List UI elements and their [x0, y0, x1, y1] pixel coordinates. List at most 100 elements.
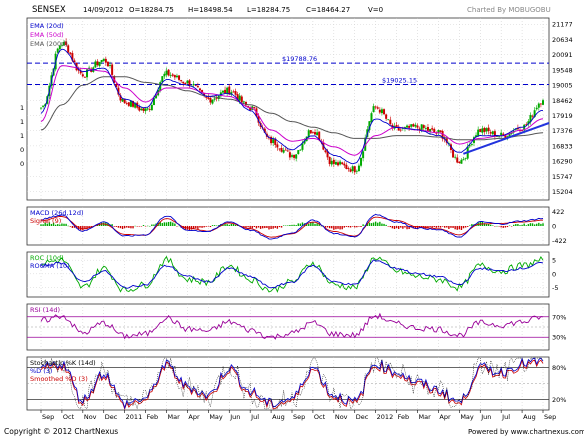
price-candle-body — [387, 119, 390, 121]
macd-histogram-bar — [232, 223, 235, 226]
x-tick-label: Apr — [439, 413, 451, 421]
macd-histogram-bar — [485, 223, 488, 226]
price-candle-body — [253, 107, 256, 108]
rsi-legend-item: RSI (14d) — [30, 306, 60, 314]
macd-histogram-bar — [452, 226, 454, 228]
macd-histogram-bar — [498, 226, 500, 227]
macd-histogram-bar — [487, 223, 490, 226]
macd-histogram-bar — [266, 226, 268, 228]
roc-y-tick: -5 — [552, 284, 558, 292]
macd-histogram-bar — [372, 222, 375, 226]
macd-histogram-bar — [462, 226, 465, 229]
price-candle-body — [510, 133, 513, 135]
price-candle-body — [215, 97, 218, 99]
price-candle-body — [301, 143, 304, 150]
price-candle-body — [464, 157, 467, 159]
macd-histogram-bar — [46, 223, 48, 226]
macd-histogram-bar — [527, 224, 530, 226]
price-candle-body — [383, 109, 386, 115]
macd-histogram-bar — [65, 223, 67, 226]
macd-histogram-bar — [328, 226, 331, 229]
price-candle-body — [456, 157, 459, 163]
macd-histogram-bar — [259, 226, 262, 229]
stoch-y-tick: 80% — [552, 364, 566, 372]
price-candle-body — [504, 134, 507, 138]
price-y-tick: 19005 — [552, 82, 573, 90]
price-candle-body — [226, 87, 229, 94]
macd-histogram-bar — [121, 226, 124, 229]
macd-histogram-bar — [531, 223, 534, 226]
price-candle-body — [485, 128, 488, 132]
ema200-line — [40, 76, 544, 141]
price-candle-body — [468, 145, 471, 147]
macd-histogram-bar — [542, 223, 544, 226]
price-candle-body — [357, 165, 360, 172]
x-tick-label: Mar — [419, 413, 432, 421]
price-candle-body — [370, 113, 373, 123]
macd-chart: 422 0 -422 MACD (26d,12d)Signal (9) — [30, 207, 567, 245]
price-candle-body — [98, 61, 101, 67]
macd-histogram-bar — [44, 222, 46, 226]
macd-histogram-bar — [192, 226, 195, 229]
price-candle-body — [506, 136, 509, 138]
macd-histogram-bar — [494, 226, 496, 227]
macd-histogram-bar — [205, 226, 207, 227]
price-candle-body — [527, 121, 530, 125]
macd-histogram-bar — [519, 225, 521, 226]
price-candle-body — [412, 124, 415, 127]
macd-histogram-bar — [274, 226, 276, 228]
macd-histogram-bar — [416, 226, 419, 230]
price-y-tick: 15204 — [552, 188, 573, 196]
price-candle-body — [311, 132, 314, 134]
price-legend: EMA (20d)EMA (50d)EMA (200d) — [30, 22, 68, 48]
macd-histogram-bar — [224, 224, 226, 226]
price-candle-body — [152, 98, 155, 106]
macd-histogram-bar — [107, 222, 109, 226]
macd-histogram-bar — [389, 226, 392, 228]
price-panel — [26, 17, 550, 201]
macd-histogram-bar — [471, 224, 473, 226]
macd-histogram-bar — [287, 225, 289, 226]
price-candle-body — [234, 91, 237, 95]
macd-histogram-bar — [496, 225, 498, 227]
rsi-y-tick: 70% — [552, 313, 566, 321]
macd-histogram-bar — [469, 225, 471, 226]
macd-histogram-bar — [268, 226, 270, 230]
price-candle-body — [491, 131, 494, 135]
macd-histogram-bar — [216, 225, 218, 227]
macd-histogram-bar — [331, 226, 333, 229]
price-candle-body — [523, 124, 526, 131]
macd-histogram-bar — [86, 226, 88, 230]
price-candle-body — [196, 86, 199, 88]
ema20-line — [40, 48, 544, 165]
price-candle-body — [282, 150, 285, 153]
price-candle-body — [500, 132, 503, 136]
price-candle-body — [140, 108, 143, 111]
macd-histogram-bar — [504, 226, 507, 228]
x-tick-label: Dec — [356, 413, 369, 421]
price-y-tick: 18462 — [552, 97, 573, 105]
price-y-tick: 17919 — [552, 112, 573, 120]
price-candle-body — [228, 86, 231, 95]
macd-histogram-bar — [50, 223, 53, 226]
price-candle-body — [88, 67, 91, 69]
macd-histogram-bar — [502, 226, 504, 228]
price-left-tick: 1 — [20, 132, 24, 140]
macd-histogram-bar — [400, 226, 402, 228]
price-left-tick: 0 — [20, 160, 24, 168]
price-legend-item: EMA (20d) — [30, 22, 64, 30]
price-candle-body — [299, 149, 302, 151]
price-candle-body — [422, 125, 425, 128]
macd-histogram-bar — [517, 224, 519, 226]
price-candle-body — [470, 144, 473, 145]
price-candle-body — [493, 131, 496, 137]
price-candle-body — [487, 127, 490, 132]
macd-legend-item: Signal (9) — [30, 217, 61, 225]
price-candle-body — [525, 124, 528, 126]
macd-legend-item: MACD (26d,12d) — [30, 209, 83, 217]
x-tick-label: Oct — [63, 413, 75, 421]
price-candle-body — [479, 129, 482, 132]
macd-histogram-bar — [349, 226, 352, 228]
macd-histogram-bar — [84, 226, 86, 229]
macd-histogram-bar — [454, 226, 456, 230]
